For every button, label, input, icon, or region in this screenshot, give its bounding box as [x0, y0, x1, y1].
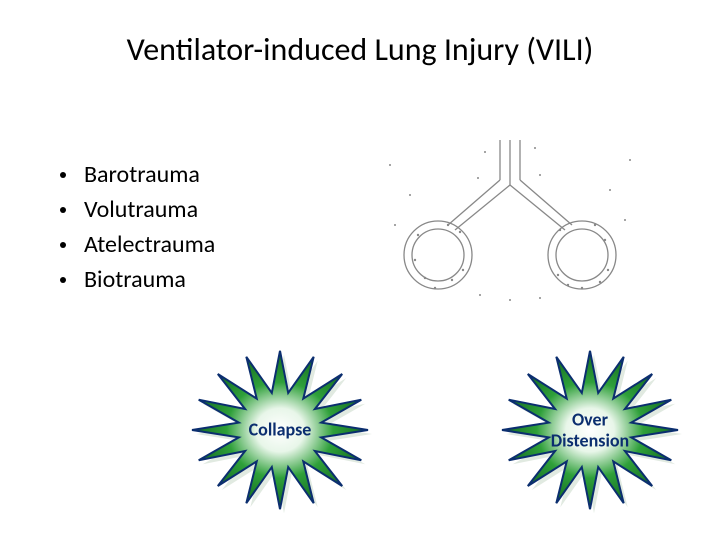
starburst-label: OverDistension [551, 409, 629, 450]
list-item: Barotrauma [60, 160, 215, 189]
bullet-icon [60, 172, 66, 178]
bullet-icon [60, 277, 66, 283]
bullet-icon [60, 242, 66, 248]
starburst-label: Collapse [249, 420, 312, 441]
list-item: Biotrauma [60, 265, 215, 294]
bullet-text: Biotrauma [84, 265, 186, 294]
bullet-text: Atelectrauma [84, 230, 215, 259]
bullet-icon [60, 207, 66, 213]
list-item: Atelectrauma [60, 230, 215, 259]
bullet-list: Barotrauma Volutrauma Atelectrauma Biotr… [60, 160, 215, 300]
starburst-collapse: Collapse [180, 340, 380, 520]
starburst-overdistension: OverDistension [490, 340, 690, 520]
slide-title: Ventilator-induced Lung Injury (VILI) [0, 30, 720, 69]
bullet-text: Barotrauma [84, 160, 200, 189]
lung-diagram [360, 130, 660, 320]
list-item: Volutrauma [60, 195, 215, 224]
bullet-text: Volutrauma [84, 195, 198, 224]
